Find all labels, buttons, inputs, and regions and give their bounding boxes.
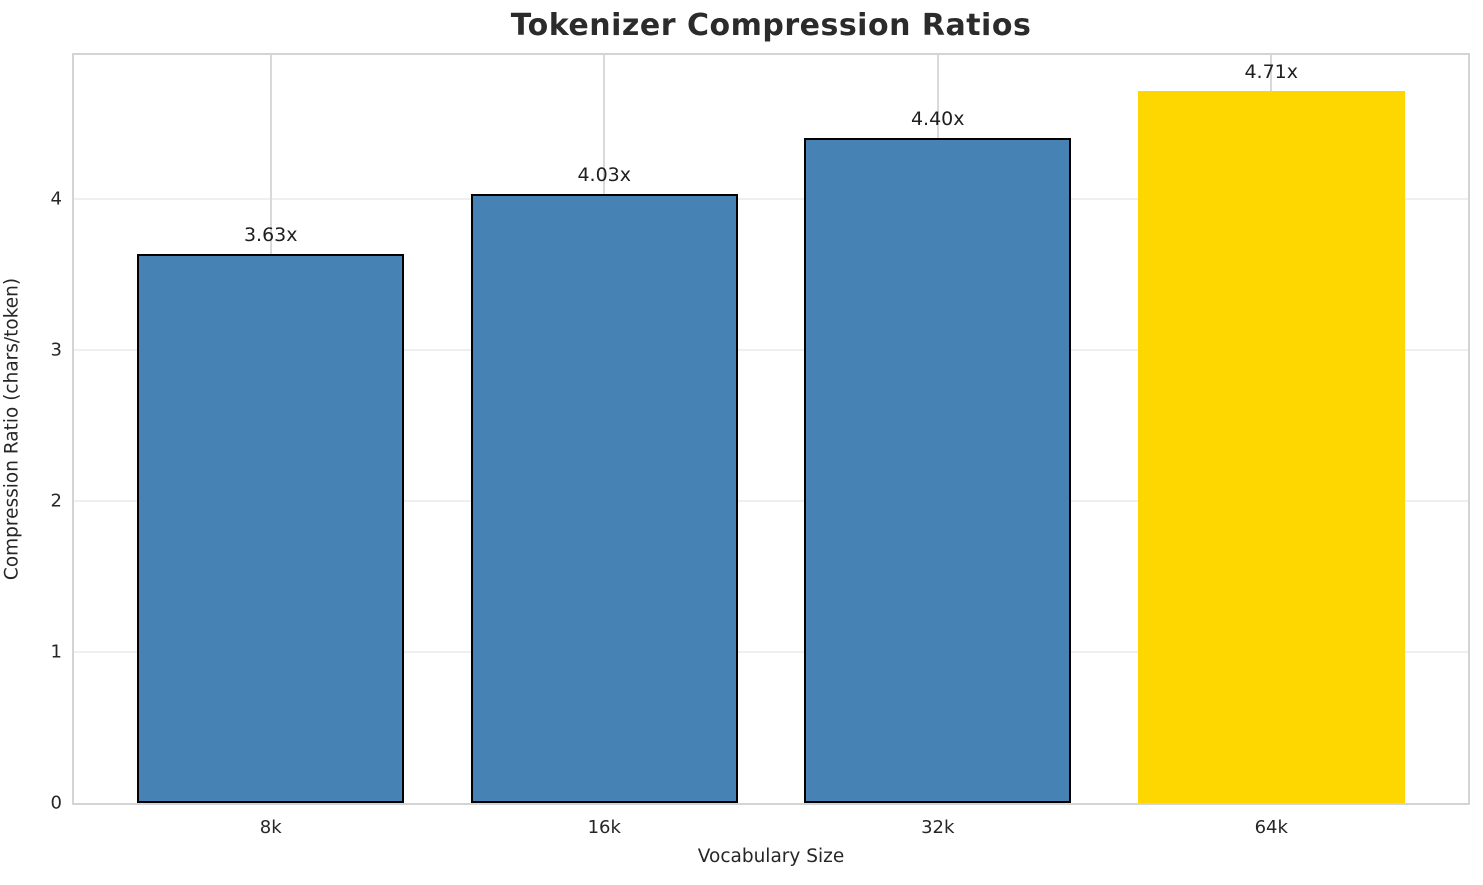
x-tick-label-64k: 64k bbox=[1254, 817, 1288, 838]
plot-area: 0 1 2 3 4 3.63x 8k 4.03x 16k 4.40x 32k 4.71x 64k bbox=[51, 53, 1470, 838]
y-tick-label: 4 bbox=[50, 188, 62, 210]
y-tick-label: 2 bbox=[50, 490, 62, 512]
gridline-horizontal bbox=[74, 650, 1468, 653]
x-tick-label-32k: 32k bbox=[921, 817, 955, 838]
bar-value-label: 4.40x bbox=[910, 108, 965, 131]
bar-8k bbox=[137, 254, 405, 803]
x-tick-label-16k: 16k bbox=[587, 817, 621, 838]
y-tick-label: 0 bbox=[50, 792, 62, 814]
bar-value-label: 3.63x bbox=[243, 224, 298, 247]
chart-title: Tokenizer Compression Ratios bbox=[510, 8, 1032, 43]
gridline-horizontal bbox=[74, 197, 1468, 200]
bar-64k bbox=[1137, 91, 1405, 803]
gridline-horizontal bbox=[74, 348, 1468, 351]
y-tick-label: 3 bbox=[50, 339, 62, 361]
x-tick-label-8k: 8k bbox=[259, 817, 282, 838]
y-axis-label: Compression Ratio (chars/token) bbox=[1, 277, 23, 581]
gridline-horizontal bbox=[74, 499, 1468, 502]
bar-16k bbox=[470, 194, 738, 803]
bar-32k bbox=[804, 138, 1072, 803]
bar-value-label: 4.03x bbox=[577, 164, 632, 187]
x-axis-label: Vocabulary Size bbox=[697, 846, 845, 867]
y-tick-label: 1 bbox=[50, 641, 62, 663]
bar-value-label: 4.71x bbox=[1244, 61, 1299, 84]
